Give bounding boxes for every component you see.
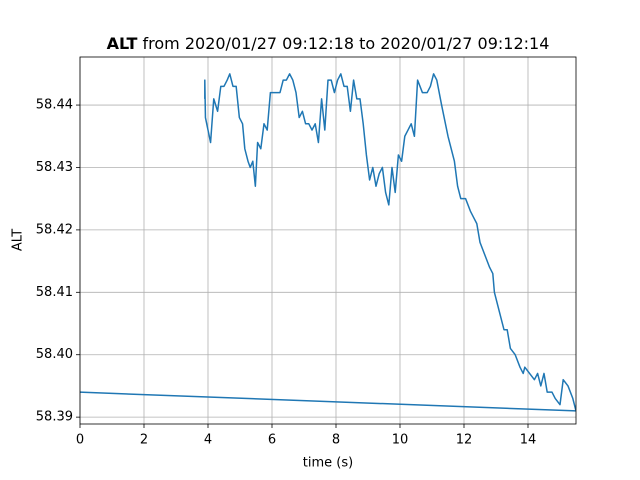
x-tick-label: 10 <box>392 433 409 448</box>
y-tick-label: 58.44 <box>36 98 73 113</box>
x-tick-label: 14 <box>520 433 537 448</box>
title-bold: ALT <box>107 34 138 53</box>
x-tick-label: 6 <box>268 433 276 448</box>
plot <box>80 73 576 412</box>
y-tick-label: 58.42 <box>36 222 73 237</box>
x-axis-label: time (s) <box>303 456 353 471</box>
x-tick-label: 4 <box>204 433 212 448</box>
y-tick-label: 58.43 <box>36 160 73 175</box>
data-line <box>80 73 576 412</box>
y-tick-label: 58.41 <box>36 285 73 300</box>
y-axis-label: ALT <box>11 229 26 251</box>
y-tick-label: 58.39 <box>36 410 73 425</box>
y-tick-label: 58.40 <box>36 347 73 362</box>
title-rest: from 2020/01/27 09:12:18 to 2020/01/27 0… <box>143 34 550 53</box>
x-tick-label: 12 <box>456 433 473 448</box>
x-tick-label: 8 <box>332 433 340 448</box>
x-tick-label: 2 <box>140 433 148 448</box>
x-tick-label: 0 <box>76 433 84 448</box>
axes-frame <box>79 56 577 425</box>
chart-title: ALT from 2020/01/27 09:12:18 to 2020/01/… <box>107 34 550 53</box>
grid <box>79 57 576 424</box>
